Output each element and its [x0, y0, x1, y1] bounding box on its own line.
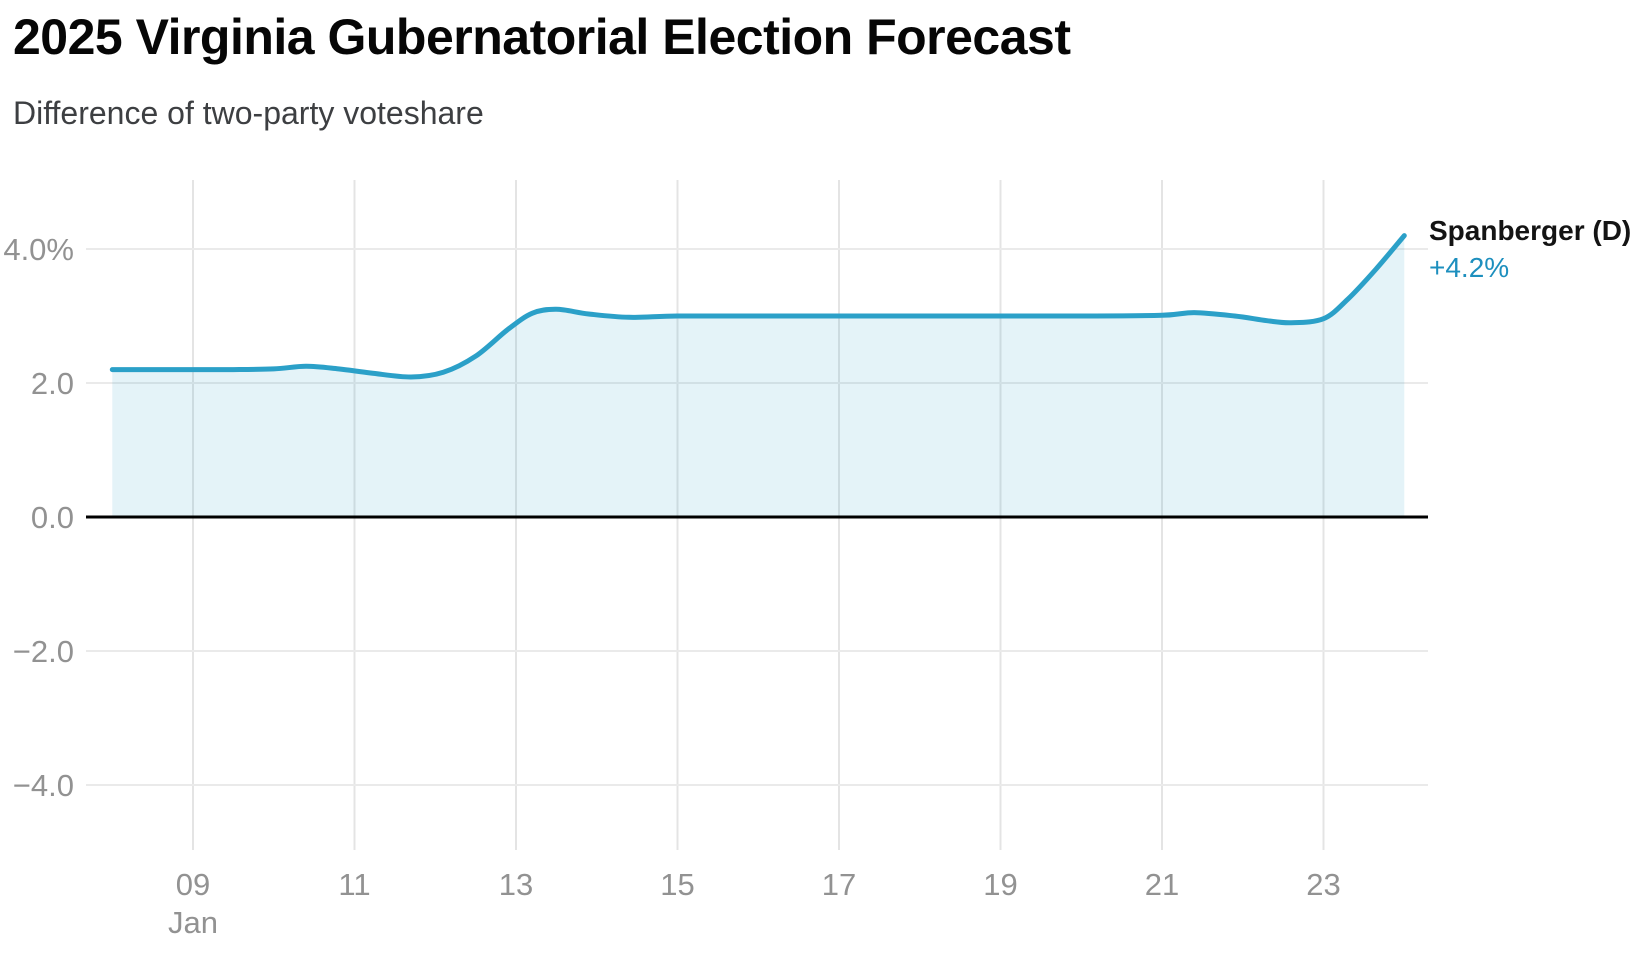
y-axis-label: −2.0 — [13, 634, 74, 669]
x-axis-label: 15 — [660, 867, 694, 902]
series-value-label: +4.2% — [1429, 252, 1510, 283]
x-axis-label: 09 — [176, 867, 210, 902]
y-axis-label: 0.0 — [31, 500, 74, 535]
x-axis-month-label: Jan — [168, 905, 218, 940]
x-axis-label: 17 — [822, 867, 856, 902]
x-axis-label: 13 — [499, 867, 533, 902]
y-axis-label: 2.0 — [31, 366, 74, 401]
x-axis-label: 19 — [983, 867, 1017, 902]
series-name-label: Spanberger (D) — [1429, 215, 1632, 246]
y-axis-label: −4.0 — [13, 768, 74, 803]
page-subtitle: Difference of two-party voteshare — [13, 95, 484, 131]
x-axis-label: 11 — [338, 867, 370, 902]
series-line — [109, 233, 1407, 380]
x-axis-label: 23 — [1306, 867, 1340, 902]
series-area — [112, 235, 1405, 517]
page-title: 2025 Virginia Gubernatorial Election For… — [13, 9, 1071, 65]
series-legend: Spanberger (D) +4.2% — [1429, 212, 1631, 286]
x-axis-label: 21 — [1145, 867, 1179, 902]
y-axis-label: 4.0% — [3, 232, 74, 267]
